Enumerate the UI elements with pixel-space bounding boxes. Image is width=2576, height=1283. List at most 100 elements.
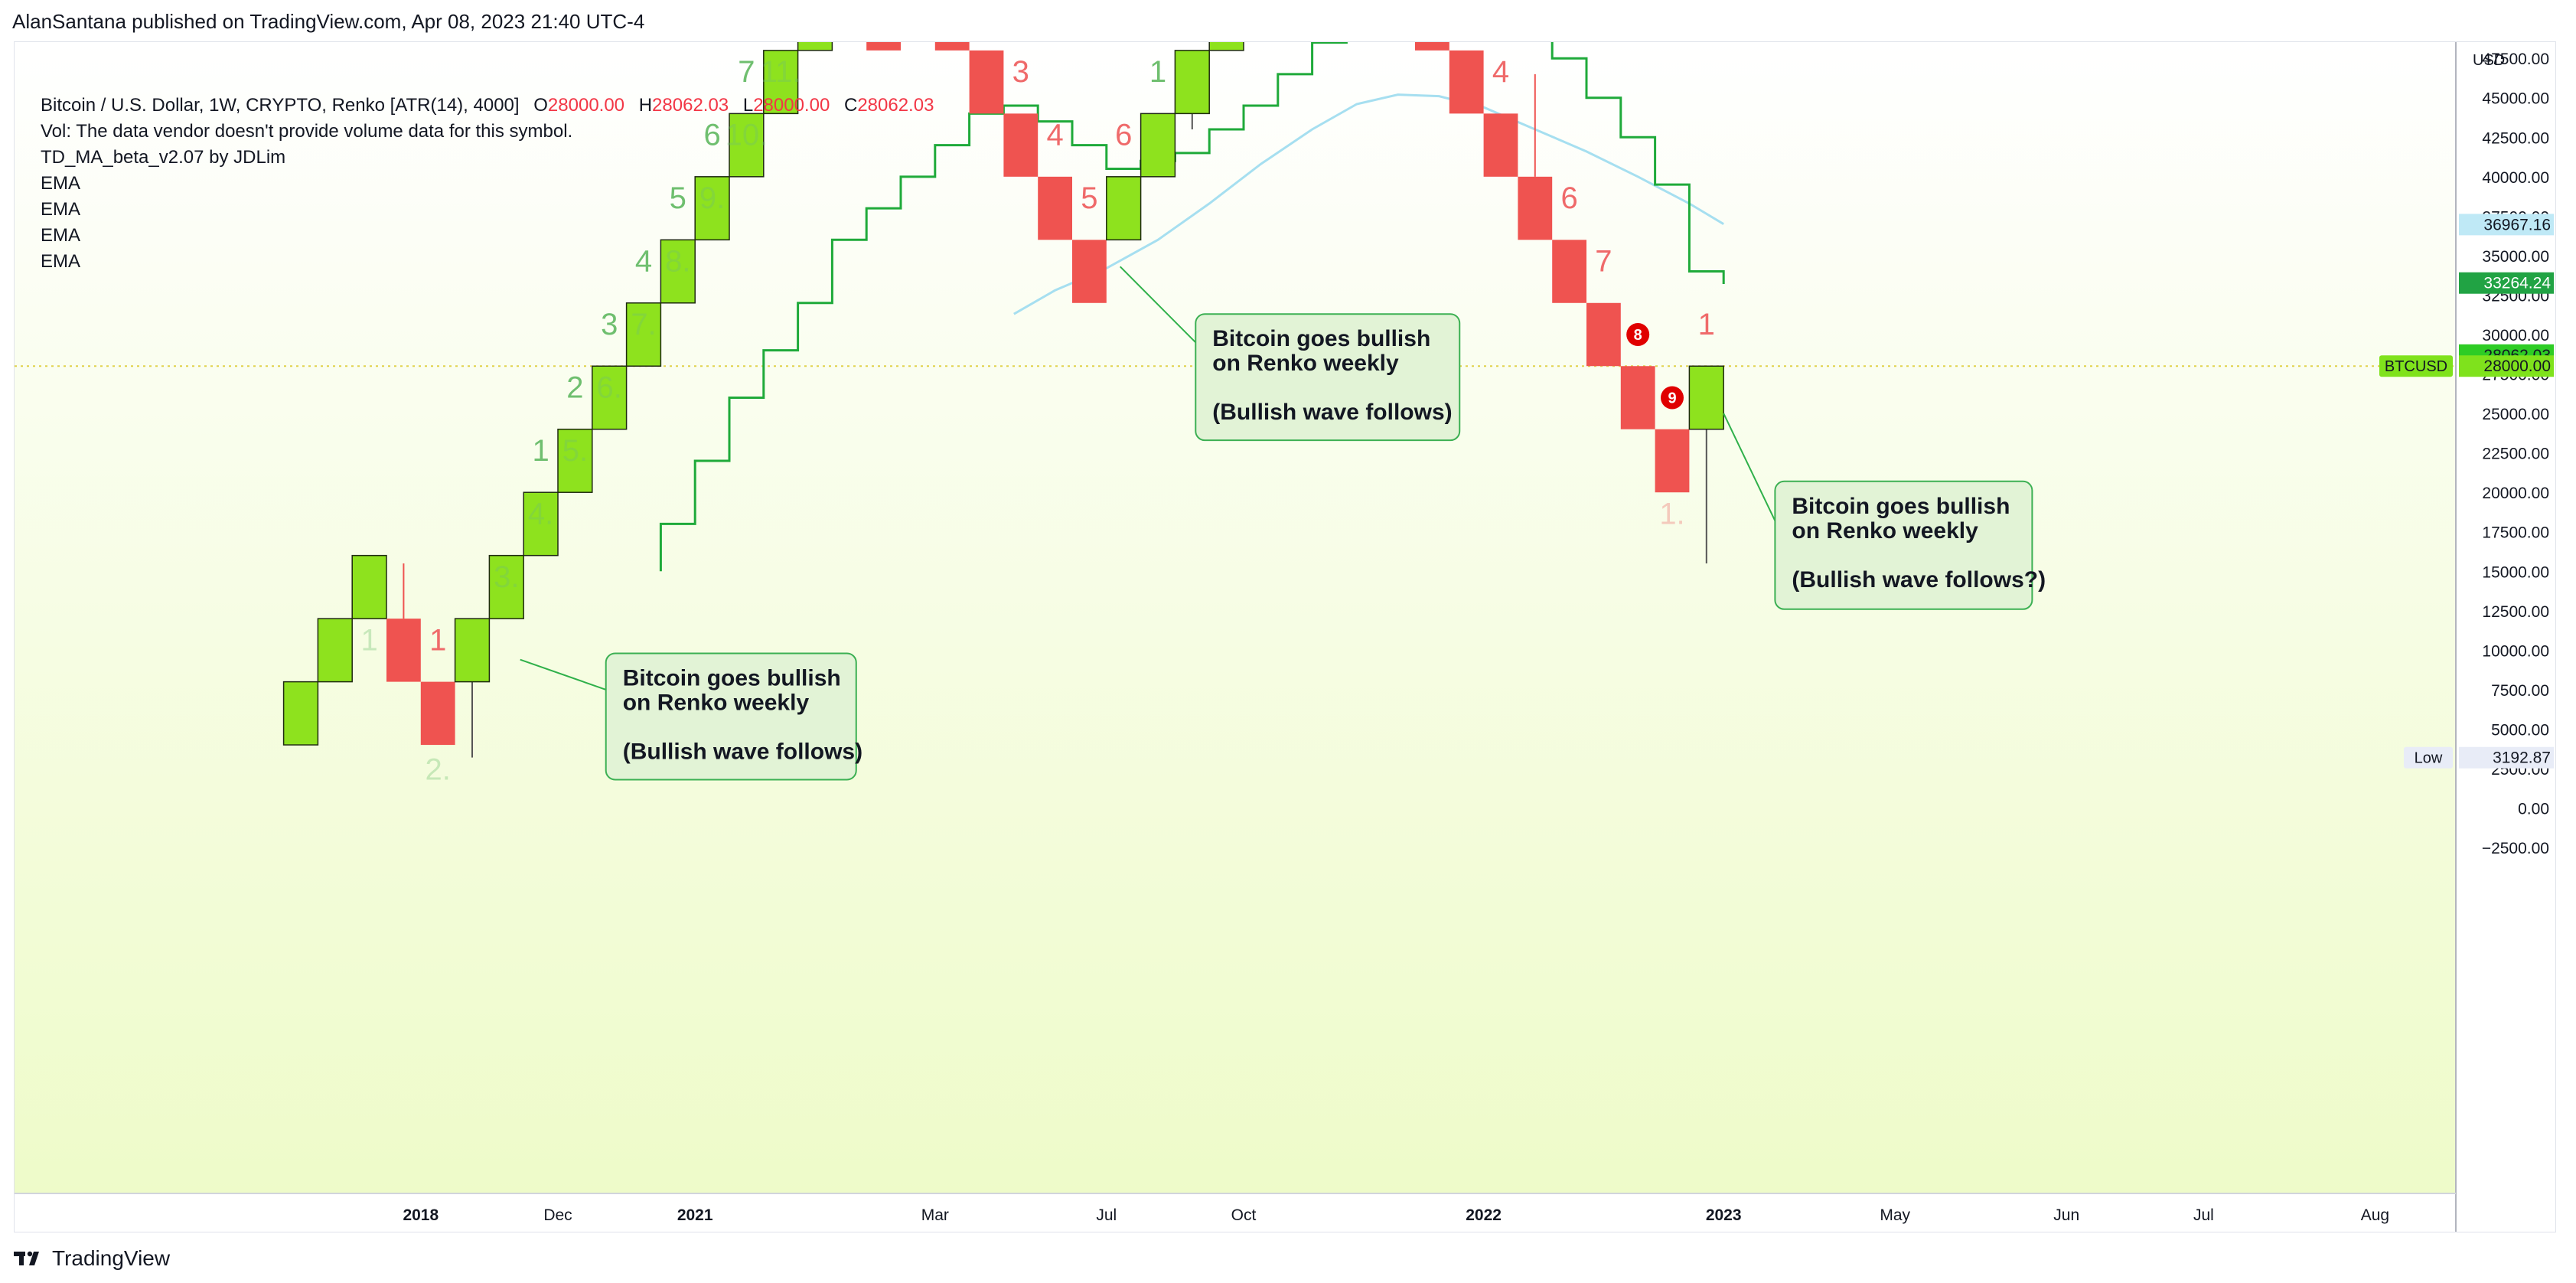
ema-price-tag-text: 36967.16 [2483,216,2551,233]
ema-price-tag-bg [2459,214,2554,236]
callout-pointer [1120,266,1196,344]
td-marker-circle [1626,323,1650,347]
last-price-tag-text: 28000.00 [2483,357,2551,375]
td-count-label: 7 [738,55,755,89]
td-count-label: 6 [1115,119,1132,152]
callout-pointer [520,658,607,690]
x-axis-ticks: 2018 Dec 2021 Mar Jul Oct 2022 2023 May Jun Jul Aug [403,1206,2389,1224]
tradingview-logo-icon[interactable] [14,1249,44,1268]
x-tick-label: 2023 [1706,1206,1742,1224]
callout-pointer [1723,413,1776,521]
td-count-label: 3. [494,560,519,594]
y-tick-label: −2500.00 [2482,840,2549,857]
legend-high: 28062.03 [652,95,729,116]
td-count-label: 4 [1046,119,1063,152]
y-tick-label: 17500.00 [2482,524,2549,542]
legend-high-label: H [638,95,653,116]
td-count-label: 3 [1012,55,1029,89]
last-price-tag-bg [2459,355,2554,377]
renko-brick-down [1655,429,1690,493]
y-tick-label: 7500.00 [2491,682,2549,700]
td-marker-circle [1661,386,1684,410]
td-count-label: 7 [1595,245,1612,279]
legend-indicator-ema-2[interactable]: EMA [41,199,81,220]
renko-brick-down [1072,240,1107,303]
td-count-label: 2. [426,752,451,786]
callout-text: (Bullish wave follows) [623,739,862,764]
legend-symbol[interactable]: Bitcoin / U.S. Dollar, 1W, CRYPTO, Renko… [41,95,520,116]
x-tick-label: 2018 [403,1206,439,1224]
x-tick-label: Jul [1096,1206,1117,1224]
renko-brick-up [317,618,353,683]
td-count-label: 2 [566,371,583,404]
td-count-label: 1 [532,434,549,468]
chart-legend: Bitcoin / U.S. Dollar, 1W, CRYPTO, Renko… [41,93,934,275]
ema-line [1013,93,1724,315]
td-count-label: 1. [1659,497,1684,531]
legend-close: 28062.03 [857,95,934,116]
td-count-label: 8. [665,245,690,279]
y-tick-label: 25000.00 [2482,406,2549,423]
renko-brick-down [934,42,970,51]
renko-brick-down [1483,113,1518,177]
renko-chart[interactable]: USD65000.0062500.0060000.0057500.0055000… [15,42,2556,1232]
renko-brick-down [1552,240,1586,303]
callout-box [1774,480,2033,610]
td-count-label: 7. [631,308,656,341]
y-tick-label: 22500.00 [2482,446,2549,463]
x-tick-label: Oct [1231,1206,1257,1224]
legend-indicator-td[interactable]: TD_MA_beta_v2.07 by JDLim [41,147,286,168]
legend-indicator-ema-4[interactable]: EMA [41,251,81,272]
chart-frame[interactable]: USD65000.0062500.0060000.0057500.0055000… [14,41,2556,1232]
legend-open: 28000.00 [547,95,625,116]
td-count-label: 4 [1492,55,1509,89]
td-count-label: 5 [1081,181,1097,215]
renko-brick-up [592,365,628,430]
footer-brand[interactable]: TradingView [52,1246,171,1270]
plot-background [15,42,2456,1193]
td-count-label: 4. [528,497,553,531]
low-marker-tag: Low [2415,750,2443,767]
renko-bricks [282,42,1724,746]
renko-brick-up [1140,113,1176,178]
ma-price-tag-bg [2459,272,2554,294]
td-count-label: 11. [761,55,801,89]
legend-indicator-ema-3[interactable]: EMA [41,225,81,246]
renko-brick-up [557,428,593,493]
low-marker-val-bg [2459,746,2554,769]
td-count-label: 5. [562,434,588,468]
legend-low: 28000.00 [753,95,830,116]
renko-brick-down [1620,366,1655,429]
renko-brick-up [763,50,799,115]
low-marker: Low 3192.87 [2404,746,2554,769]
y-tick-label: 40000.00 [2482,169,2549,187]
y-tick-label: 20000.00 [2482,485,2549,502]
legend-open-label: O [533,95,548,116]
y-tick-label: 35000.00 [2482,248,2549,266]
y-tick-label: 47500.00 [2482,51,2549,68]
td-marker-text: 8 [1634,327,1642,344]
x-tick-label: May [1880,1206,1910,1224]
renko-brick-up [1174,50,1210,115]
x-tick-label: Dec [543,1206,572,1224]
x-tick-label: Jun [2053,1206,2079,1224]
y-tick-label: 0.00 [2518,801,2549,818]
renko-brick-up [729,113,765,178]
x-tick-label: Mar [921,1206,949,1224]
renko-brick-up [351,554,387,619]
renko-brick-up [282,681,319,746]
symbol-tag-bg [2379,355,2453,377]
callout-text: on Renko weekly [1792,518,1978,544]
renko-brick-down [420,681,455,746]
legend-indicator-ema-1[interactable]: EMA [41,173,81,194]
legend-symbol-row: Bitcoin / U.S. Dollar, 1W, CRYPTO, Renko… [41,93,934,119]
renko-brick-down [1038,176,1072,240]
y-tick-label: 45000.00 [2482,90,2549,108]
legend-vol-note: Vol: The data vendor doesn't provide vol… [41,121,573,142]
callout-text: Bitcoin goes bullish [623,665,841,690]
y-tick-label: 42500.00 [2482,129,2549,147]
renko-brick-down [1003,113,1039,177]
td-count-label: 6 [1560,181,1577,215]
x-tick-label: Aug [2361,1206,2389,1224]
